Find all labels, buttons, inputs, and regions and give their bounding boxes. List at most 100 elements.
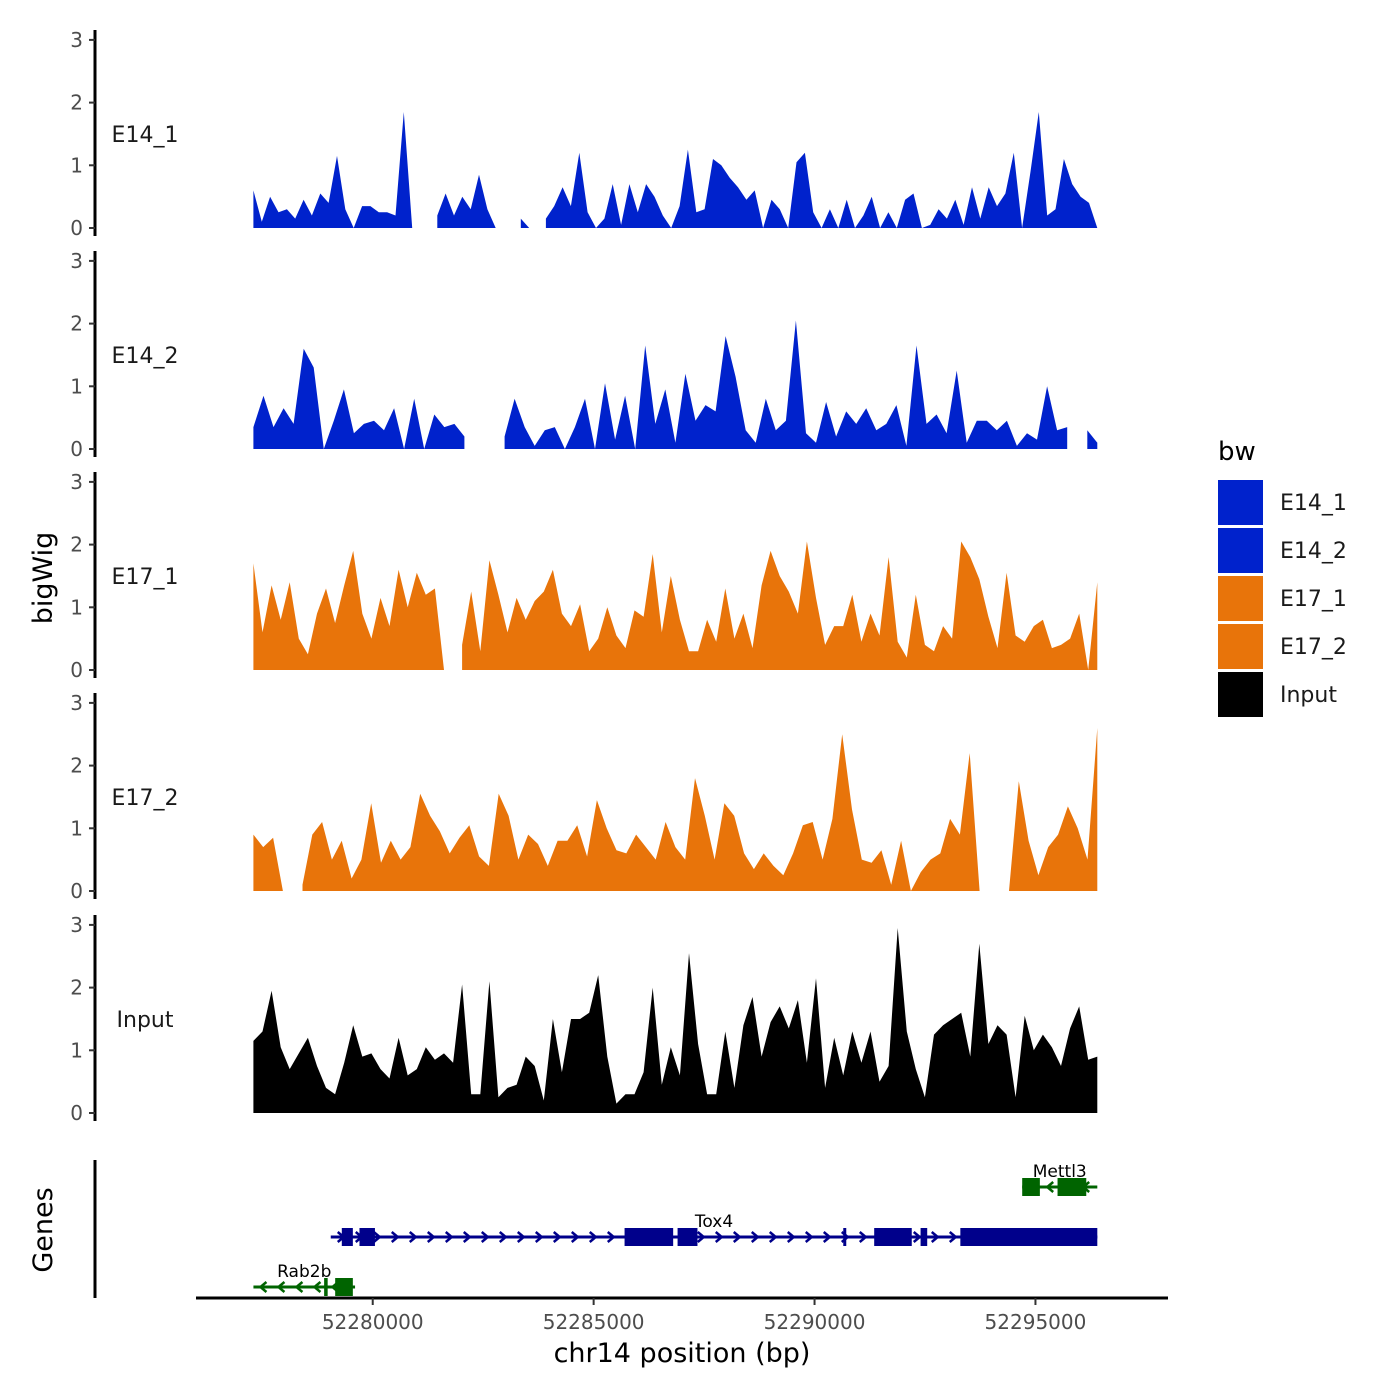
- track-E17_2: 0 1 2 3 E17_2: [70, 691, 1098, 903]
- y-tick-label: 3: [70, 913, 83, 937]
- track-label: E17_1: [112, 565, 179, 590]
- y-tick-label: 2: [70, 91, 83, 115]
- y-tick-label: 2: [70, 312, 83, 336]
- track-E14_2: 0 1 2 3 E14_2: [70, 249, 1098, 461]
- strand-arrow: [588, 1231, 598, 1243]
- strand-arrow: [516, 1231, 526, 1243]
- track-label: Input: [117, 1008, 174, 1033]
- y-tick-label: 0: [70, 658, 83, 682]
- track-label: E14_2: [112, 344, 179, 369]
- strand-arrow: [534, 1231, 544, 1243]
- y-axis-title: bigWig: [28, 532, 59, 625]
- strand-arrow: [858, 1231, 868, 1243]
- y-tick-label: 3: [70, 470, 83, 494]
- signal-area: [302, 734, 980, 891]
- legend-item: Input: [1218, 672, 1337, 717]
- strand-arrow: [750, 1231, 760, 1243]
- x-tick-label: 52290000: [764, 1310, 866, 1334]
- x-axis: 52280000 52285000 52290000 52295000: [196, 1296, 1168, 1334]
- signal-area: [520, 218, 530, 228]
- strand-arrow: [786, 1231, 796, 1243]
- exon: [335, 1278, 353, 1296]
- legend-item: E14_1: [1218, 480, 1347, 525]
- strand-arrow: [312, 1281, 322, 1293]
- strand-arrow: [390, 1231, 400, 1243]
- gene-label: Rab2b: [277, 1262, 331, 1282]
- y-tick-label: 2: [70, 976, 83, 1000]
- legend-swatch: [1218, 528, 1263, 573]
- exon: [624, 1228, 674, 1246]
- strand-arrow: [822, 1231, 832, 1243]
- signal-area: [437, 174, 496, 228]
- y-tick-label: 0: [70, 1101, 83, 1125]
- strand-arrow: [804, 1231, 814, 1243]
- y-tick-label: 3: [70, 691, 83, 715]
- strand-arrow: [696, 1231, 706, 1243]
- exon: [960, 1228, 1098, 1246]
- y-tick-label: 0: [70, 216, 83, 240]
- legend-label: E14_2: [1280, 539, 1347, 564]
- exon: [341, 1228, 353, 1246]
- signal-tracks: 0 1 2 3 E14_1 0 1 2 3 E14_2 0 1 2 3 E17_1 0 1 2 3 E17_2 0 1 2 3…: [70, 28, 1098, 1125]
- y-tick-label: 2: [70, 754, 83, 778]
- signal-area: [253, 550, 444, 670]
- signal-area: [1009, 728, 1098, 891]
- strand-arrow: [294, 1281, 304, 1293]
- gene-label: Mettl3: [1033, 1162, 1087, 1182]
- exon: [920, 1228, 928, 1246]
- strand-arrow: [948, 1231, 958, 1243]
- x-tick-label: 52285000: [543, 1310, 645, 1334]
- y-tick-label: 2: [70, 533, 83, 557]
- strand-arrow: [408, 1231, 418, 1243]
- legend-label: E17_2: [1280, 635, 1347, 660]
- y-tick-label: 1: [70, 816, 83, 840]
- y-tick-label: 0: [70, 437, 83, 461]
- track-label: E17_2: [112, 786, 179, 811]
- strand-arrow: [480, 1231, 490, 1243]
- strand-arrow: [258, 1281, 268, 1293]
- exon: [874, 1228, 912, 1246]
- gene-label: Tox4: [694, 1212, 733, 1232]
- gene-tox4: Tox4: [330, 1212, 1098, 1246]
- signal-area: [253, 834, 283, 891]
- y-tick-label: 1: [70, 153, 83, 177]
- x-tick-label: 52295000: [985, 1310, 1087, 1334]
- strand-arrow: [606, 1231, 616, 1243]
- x-axis-title: chr14 position (bp): [554, 1338, 811, 1369]
- legend-item: E17_1: [1218, 576, 1347, 621]
- strand-arrow: [462, 1231, 472, 1243]
- track-E14_1: 0 1 2 3 E14_1: [70, 28, 1098, 240]
- strand-arrow: [714, 1231, 724, 1243]
- signal-area: [253, 928, 1098, 1113]
- strand-arrow: [570, 1231, 580, 1243]
- legend-label: E17_1: [1280, 587, 1347, 612]
- y-tick-label: 1: [70, 595, 83, 619]
- signal-area: [253, 112, 413, 228]
- strand-arrow: [426, 1231, 436, 1243]
- y-tick-label: 3: [70, 249, 83, 273]
- gene-annotation-panel: Mettl3 Tox4 Rab2b: [93, 1160, 1098, 1298]
- legend-label: E14_1: [1280, 491, 1347, 516]
- strand-arrow: [768, 1231, 778, 1243]
- signal-area: [253, 348, 465, 449]
- y-tick-label: 0: [70, 879, 83, 903]
- y-tick-label: 3: [70, 28, 83, 52]
- strand-arrow: [276, 1281, 286, 1293]
- legend-title: bw: [1218, 437, 1256, 467]
- track-label: E14_1: [112, 123, 179, 148]
- gene-mettl3: Mettl3: [1022, 1162, 1098, 1196]
- y-tick-label: 1: [70, 374, 83, 398]
- legend-swatch: [1218, 576, 1263, 621]
- genes-axis-title: Genes: [28, 1187, 59, 1272]
- strand-arrow: [732, 1231, 742, 1243]
- exon: [843, 1228, 847, 1246]
- legend-swatch: [1218, 672, 1263, 717]
- signal-area: [504, 320, 1068, 449]
- signal-area: [1087, 430, 1098, 449]
- exon: [359, 1228, 375, 1246]
- exon: [1057, 1178, 1087, 1196]
- legend-item: E17_2: [1218, 624, 1347, 669]
- track-Input: 0 1 2 3 Input: [70, 913, 1098, 1125]
- strand-arrow: [498, 1231, 508, 1243]
- x-tick-label: 52280000: [322, 1310, 424, 1334]
